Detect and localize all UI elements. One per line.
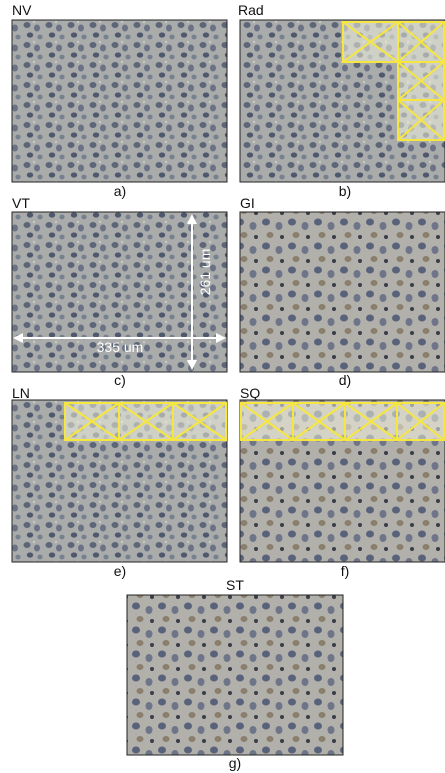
panel-caption: b) bbox=[339, 183, 351, 199]
panel-a: NV a) bbox=[12, 2, 227, 199]
panel-e: LN e) bbox=[12, 385, 227, 579]
panel-f: SQ f) bbox=[240, 385, 445, 579]
micrograph bbox=[240, 212, 445, 372]
scale-height: 261 um bbox=[197, 249, 213, 296]
panel-label: ST bbox=[226, 577, 244, 593]
panel-label: Rad bbox=[238, 2, 264, 18]
panel-caption: c) bbox=[114, 372, 126, 388]
panel-caption: g) bbox=[229, 755, 241, 771]
panel-label: SQ bbox=[240, 385, 260, 401]
panel-b: Rad b) bbox=[238, 2, 445, 199]
micrograph bbox=[12, 20, 227, 182]
panel-caption: f) bbox=[341, 563, 350, 579]
panel-caption: e) bbox=[114, 563, 126, 579]
panel-label: GI bbox=[240, 195, 255, 211]
panel-caption: a) bbox=[114, 183, 126, 199]
panel-label: NV bbox=[12, 2, 32, 18]
panel-d: GI d) bbox=[240, 195, 445, 388]
panel-g: ST g) bbox=[127, 577, 343, 771]
excluded-region bbox=[65, 403, 227, 440]
panel-label: LN bbox=[12, 385, 30, 401]
scale-width: 335 um bbox=[97, 339, 144, 355]
panel-c: VT 261 um 335 um c) bbox=[12, 195, 227, 388]
panel-label: VT bbox=[12, 195, 30, 211]
micrograph bbox=[127, 595, 343, 755]
figure: NV a) Rad b) VT 261 um 335 um c) GI d) L… bbox=[0, 0, 445, 773]
panel-caption: d) bbox=[339, 372, 351, 388]
excluded-region bbox=[240, 403, 445, 440]
